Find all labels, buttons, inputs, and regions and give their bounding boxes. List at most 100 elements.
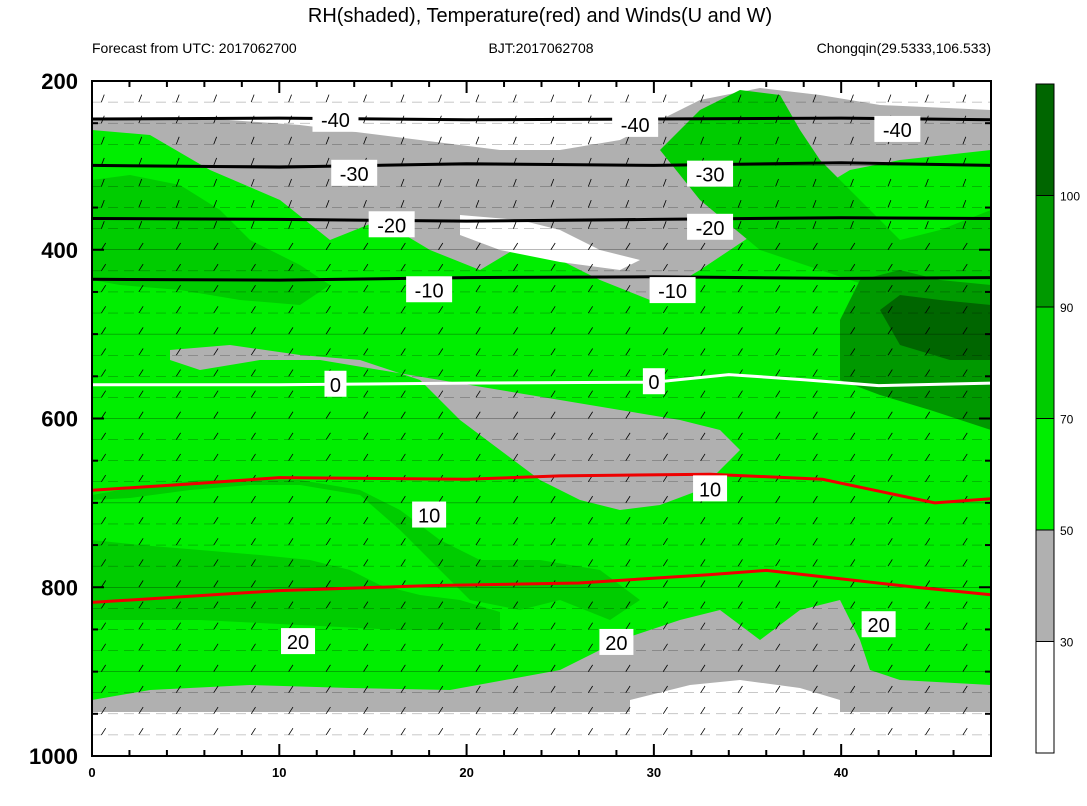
contour-label-bg — [687, 160, 734, 187]
wind-barb — [925, 242, 931, 250]
wind-barb — [288, 453, 294, 461]
wind-barb — [700, 242, 706, 250]
wind-barb — [101, 495, 107, 504]
wind-barb — [887, 453, 893, 461]
wind-barb — [962, 453, 968, 461]
wind-barb — [363, 284, 369, 293]
wind-barb — [625, 580, 631, 588]
wind-barb — [962, 517, 968, 525]
wind-barb — [100, 221, 105, 229]
wind-barb — [438, 559, 444, 567]
wind-barb — [288, 580, 294, 588]
wind-barb — [513, 538, 519, 546]
contour-label: 0 — [648, 372, 659, 394]
wind-barb — [925, 390, 931, 398]
wind-barb — [250, 453, 256, 461]
wind-barb — [101, 306, 107, 314]
wind-barb — [925, 369, 931, 377]
colorbar-bin — [1035, 83, 1055, 196]
wind-barb — [625, 221, 630, 229]
wind-barb — [513, 664, 519, 672]
wind-barb — [438, 306, 444, 314]
wind-barb — [513, 622, 519, 630]
wind-barb — [962, 178, 967, 187]
wind-barb — [662, 517, 668, 525]
wind-barb — [438, 432, 444, 440]
wind-barb — [775, 390, 781, 398]
wind-barb — [850, 411, 856, 419]
wind-barb — [775, 369, 781, 377]
wind-barb — [737, 306, 743, 314]
wind-barb — [850, 538, 856, 546]
wind-barb — [887, 727, 893, 736]
wind-barb — [288, 284, 294, 293]
wind-barb — [175, 727, 181, 736]
wind-barb — [213, 221, 218, 229]
wind-barb — [700, 727, 706, 736]
wind-barb — [250, 664, 256, 672]
wind-barb — [213, 685, 219, 693]
wind-barb — [438, 390, 444, 398]
wind-barb — [962, 601, 968, 609]
wind-barb — [887, 664, 893, 672]
wind-barb — [625, 559, 631, 567]
wind-barb — [850, 517, 856, 525]
contour-label: 20 — [868, 615, 890, 637]
wind-barb — [288, 136, 292, 145]
wind-barb — [513, 495, 519, 504]
wind-barb — [625, 685, 631, 693]
wind-barb — [587, 664, 593, 672]
wind-barb — [175, 432, 181, 440]
wind-barb — [700, 369, 706, 377]
wind-barb — [213, 199, 218, 208]
wind-barb — [625, 622, 631, 630]
wind-barb — [662, 706, 668, 715]
wind-barb — [737, 559, 743, 567]
wind-barb — [438, 242, 444, 250]
wind-barb — [550, 242, 556, 250]
wind-barb — [775, 94, 779, 103]
wind-barb — [475, 601, 481, 609]
wind-barb — [213, 306, 219, 314]
wind-barb — [775, 221, 779, 229]
wind-barb — [325, 643, 331, 651]
wind-barb — [175, 157, 180, 166]
wind-barb — [812, 199, 817, 208]
wind-barb — [550, 685, 556, 693]
wind-barb — [925, 453, 931, 461]
wind-barb — [438, 411, 444, 419]
wind-barb — [962, 664, 968, 672]
wind-barb — [587, 622, 593, 630]
wind-barb — [138, 306, 144, 314]
wind-barb — [587, 306, 593, 314]
wind-barb — [737, 390, 743, 398]
wind-barb — [550, 369, 556, 377]
wind-barb — [213, 411, 219, 419]
wind-barb — [662, 94, 667, 103]
wind-barb — [400, 411, 406, 419]
wind-barb — [700, 136, 704, 145]
wind-barb — [625, 727, 631, 736]
wind-barb — [363, 327, 369, 335]
contour-label-bg — [687, 213, 734, 240]
wind-barb — [475, 453, 481, 461]
wind-barb — [925, 221, 929, 229]
wind-barb — [513, 432, 519, 440]
wind-barb — [887, 685, 893, 693]
wind-barb — [850, 559, 856, 567]
wind-barb — [288, 242, 294, 250]
wind-barb — [887, 221, 892, 229]
wind-barb — [550, 622, 556, 630]
contour-label: -30 — [696, 165, 725, 187]
wind-barb — [250, 580, 256, 588]
wind-barb — [101, 390, 107, 398]
wind-barb — [101, 664, 107, 672]
wind-barb — [513, 199, 517, 208]
wind-barb — [175, 643, 181, 651]
wind-barb — [400, 538, 406, 546]
wind-barb — [662, 643, 668, 651]
wind-barb — [737, 664, 743, 672]
wind-barb — [250, 390, 256, 398]
wind-barb — [438, 622, 444, 630]
